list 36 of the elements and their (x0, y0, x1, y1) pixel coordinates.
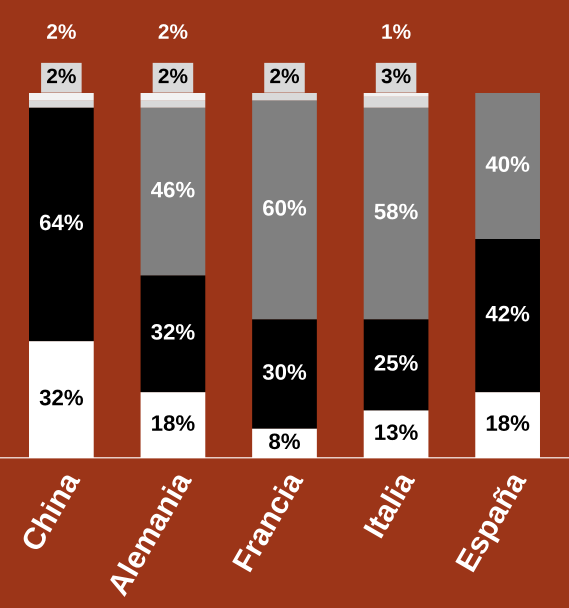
data-label: 32% (40, 390, 84, 406)
bar (364, 93, 428, 97)
bar (29, 100, 94, 108)
bar (252, 100, 317, 320)
data-label: 3% (381, 68, 411, 84)
bar (252, 319, 317, 429)
bar (140, 100, 206, 108)
data-label: 30% (262, 364, 306, 380)
data-label: 2% (158, 68, 188, 84)
bar (140, 108, 206, 276)
bar (364, 108, 428, 320)
data-label: 8% (269, 433, 300, 450)
bar (364, 96, 428, 108)
data-label: 60% (263, 200, 306, 216)
bar (364, 319, 428, 410)
data-label: 18% (486, 415, 530, 431)
bar (475, 93, 540, 239)
data-label: 40% (486, 156, 530, 172)
bar (29, 93, 94, 100)
bar (475, 238, 540, 392)
data-label: 46% (151, 182, 195, 198)
data-label: 13% (375, 424, 418, 440)
data-label: 2% (47, 24, 76, 39)
data-label: 32% (151, 324, 195, 340)
data-label: 2% (47, 68, 76, 84)
data-label: 64% (40, 214, 84, 230)
data-label: 42% (486, 306, 530, 322)
data-label: 2% (158, 24, 188, 39)
bar (140, 93, 206, 100)
bar (29, 108, 94, 342)
data-label: 58% (374, 204, 418, 220)
data-label: 25% (374, 355, 418, 371)
data-label: 2% (270, 68, 300, 84)
bar (140, 275, 206, 392)
data-label: 18% (152, 415, 195, 431)
data-label: 1% (382, 24, 411, 39)
